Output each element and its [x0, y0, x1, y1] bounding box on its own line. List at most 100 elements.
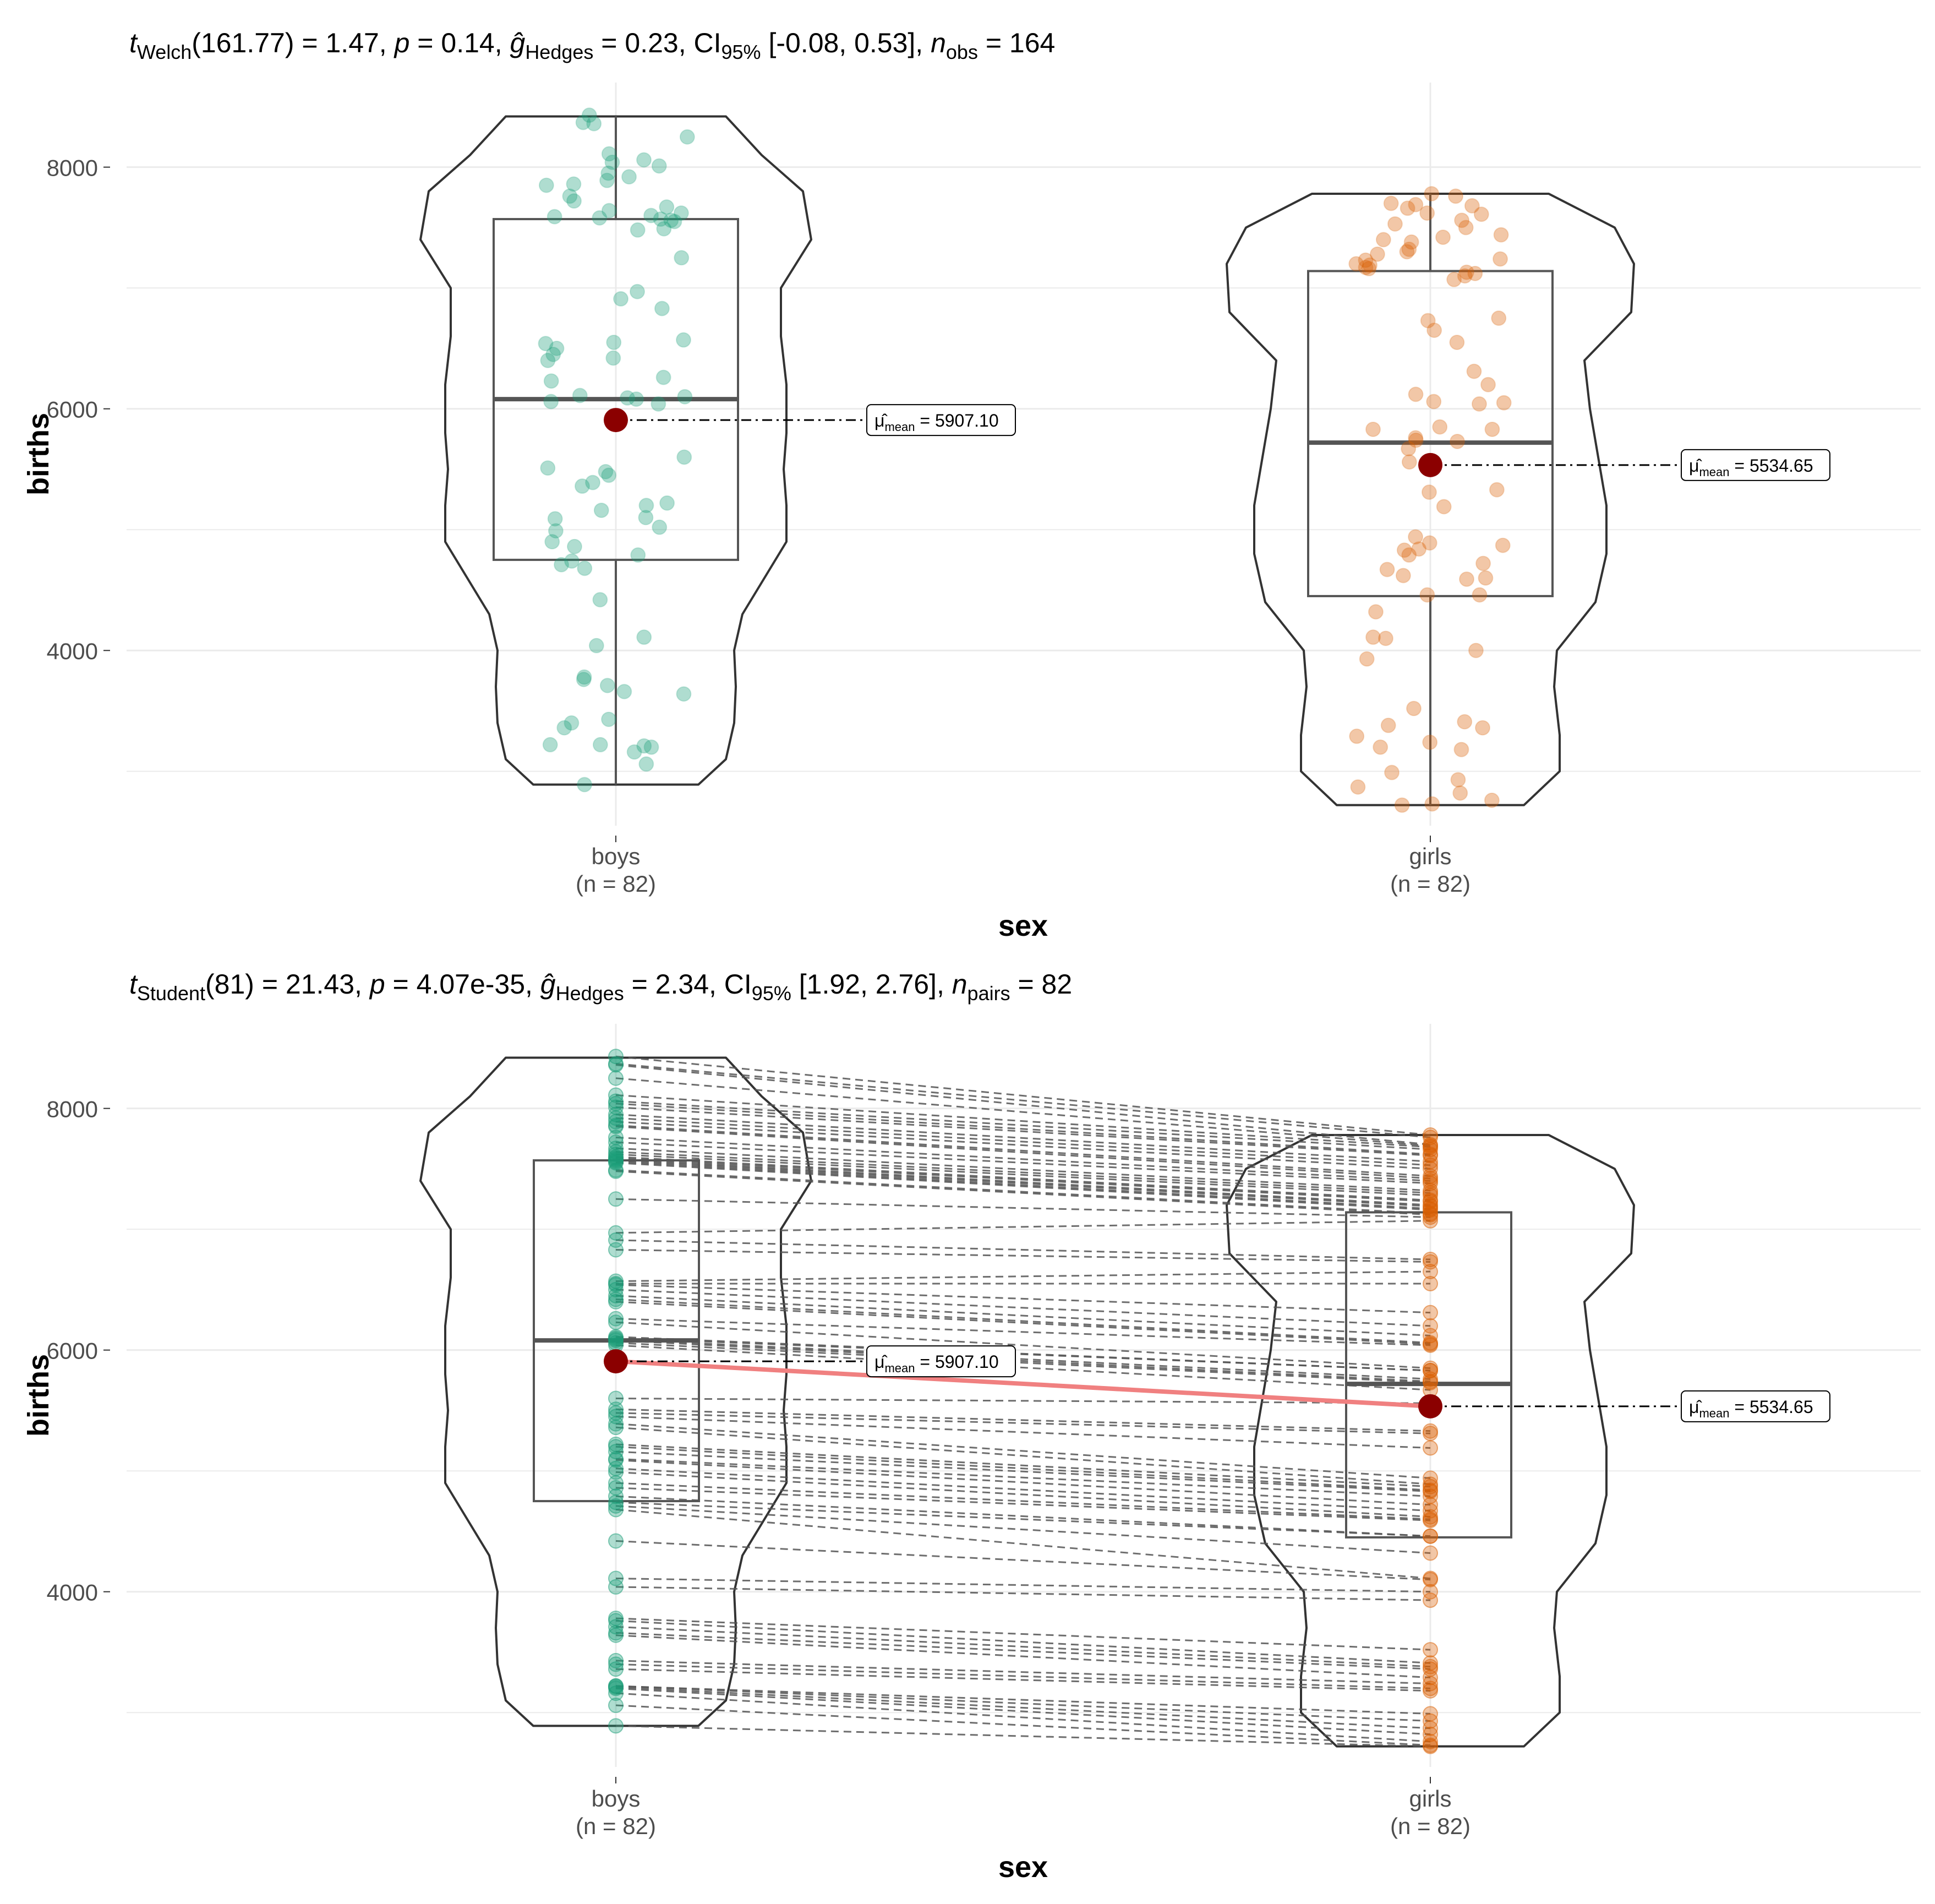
pair-line [615, 1632, 1431, 1670]
data-point-boys [545, 346, 561, 362]
data-point-boys [608, 1480, 624, 1496]
pair-line [615, 1159, 1431, 1207]
chart-title-part: n [952, 969, 968, 1000]
data-point-girls [1423, 1275, 1438, 1291]
pair-line [615, 1487, 1431, 1521]
chart-title-part: Welch [137, 41, 192, 63]
data-point-girls [1383, 195, 1399, 211]
pair-line [615, 1586, 1431, 1601]
data-point-girls [1362, 257, 1378, 273]
x-tick-label: girls [1409, 1786, 1451, 1812]
chart-title-part: t [129, 969, 138, 1000]
pair-line [615, 1298, 1431, 1344]
pair-line [615, 1467, 1431, 1512]
data-point-girls [1436, 499, 1452, 515]
data-point-boys [601, 711, 617, 727]
pair-line [615, 1094, 1431, 1148]
x-tick-n-label: (n = 82) [576, 1813, 656, 1839]
mean-point-girls [1418, 1394, 1442, 1419]
data-point-girls [1472, 587, 1488, 603]
data-point-boys [608, 1099, 624, 1115]
data-point-girls [1424, 186, 1440, 201]
box-boys [493, 218, 739, 561]
data-point-boys [543, 394, 559, 410]
pair-line [615, 1482, 1431, 1520]
data-point-boys [575, 114, 591, 130]
data-point-boys [608, 1225, 624, 1241]
data-point-girls [1496, 395, 1512, 411]
data-point-girls [1446, 271, 1462, 287]
pair-line [615, 1321, 1431, 1370]
data-point-girls [1373, 739, 1389, 755]
pair-line [615, 1248, 1431, 1263]
data-point-boys [599, 678, 615, 694]
pair-line [615, 1692, 1431, 1743]
chart-title-part: 95% [721, 41, 761, 63]
data-point-boys [572, 388, 588, 403]
data-point-boys [608, 1281, 624, 1297]
data-point-girls [1423, 1545, 1438, 1561]
pair-line [615, 1151, 1431, 1194]
data-point-boys [605, 350, 621, 366]
data-point-boys [653, 211, 669, 227]
data-point-girls [1369, 246, 1385, 262]
data-point-girls [1467, 265, 1483, 281]
data-point-boys [608, 1311, 624, 1327]
pair-line [615, 1725, 1431, 1748]
data-point-girls [1475, 720, 1491, 736]
x-tick-n-label: (n = 82) [1390, 1813, 1471, 1839]
pair-line [615, 1423, 1431, 1479]
data-point-girls [1421, 484, 1437, 500]
data-point-girls [1493, 251, 1508, 267]
mean-label-sub: mean [1699, 465, 1729, 479]
data-point-girls [1423, 1592, 1438, 1608]
y-axis-label: births [22, 413, 55, 495]
data-point-boys [608, 1049, 624, 1065]
pair-line [615, 1147, 1431, 1192]
data-point-girls [1350, 779, 1366, 795]
data-point-girls [1423, 1371, 1438, 1387]
data-point-boys [574, 478, 590, 494]
mean-label-value: = 5534.65 [1729, 1397, 1813, 1417]
chart-title-part: n [931, 28, 946, 58]
x-axis-label: sex [998, 1851, 1048, 1884]
mean-label-sub: mean [884, 1361, 915, 1375]
data-point-girls [1380, 717, 1396, 733]
data-point-girls [1424, 796, 1440, 812]
pair-line [615, 1158, 1431, 1206]
data-point-girls [1423, 1584, 1438, 1600]
mean-label-box [866, 404, 1016, 437]
x-tick-label: boys [592, 843, 641, 869]
pair-line [615, 1121, 1431, 1170]
chart-title-part: Hedges [525, 41, 593, 63]
data-point-girls [1423, 1659, 1438, 1674]
data-point-boys [566, 193, 582, 209]
data-point-boys [608, 1087, 624, 1103]
pair-line [615, 1458, 1431, 1497]
data-point-girls [1452, 785, 1468, 801]
data-point-girls [1435, 229, 1451, 245]
data-point-girls [1423, 1127, 1438, 1143]
chart-title-part: [-0.08, 0.53], [761, 28, 931, 58]
data-point-girls [1384, 765, 1400, 781]
data-point-boys [652, 519, 668, 535]
data-point-boys [576, 672, 592, 688]
x-tick-n-label: (n = 82) [1390, 871, 1471, 897]
data-point-girls [1396, 542, 1412, 558]
pair-line [615, 1126, 1431, 1180]
pair-line [615, 1668, 1431, 1692]
data-point-boys [608, 1611, 624, 1626]
data-point-girls [1423, 1252, 1438, 1268]
mean-label-value: = 5907.10 [915, 411, 998, 430]
pair-line [615, 1686, 1431, 1730]
data-point-boys [542, 736, 558, 752]
data-point-boys [540, 460, 556, 476]
data-point-girls [1401, 454, 1417, 470]
pair-line [615, 1153, 1431, 1197]
data-point-boys [564, 715, 580, 731]
mean-label-value: = 5534.65 [1729, 456, 1813, 476]
y-tick-label: 6000 [47, 1338, 98, 1364]
pair-line [615, 1136, 1431, 1182]
chart-title-part: p [369, 969, 385, 1000]
